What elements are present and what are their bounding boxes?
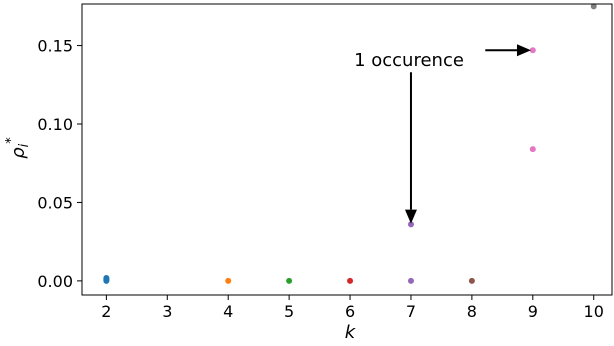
y-tick-label: 0.15 [37, 37, 73, 56]
annotation-arrow-head [516, 44, 531, 57]
y-axis-label-sup: * [4, 137, 19, 144]
annotation-arrows [404, 44, 531, 224]
x-ticks: 2 3 4 5 6 7 8 9 10 [101, 295, 604, 321]
data-point [103, 275, 110, 282]
x-tick-label: 5 [284, 302, 294, 321]
plot-frame [81, 3, 613, 296]
data-point [468, 277, 475, 284]
x-tick-label: 9 [528, 302, 538, 321]
x-axis-label: k [345, 322, 357, 343]
x-tick-label: 7 [406, 302, 416, 321]
data-point [407, 221, 414, 228]
data-point [529, 47, 536, 54]
y-axis-label-rho: ρ [8, 147, 29, 159]
x-tick-label: 3 [162, 302, 172, 321]
y-tick-label: 0.10 [37, 115, 73, 134]
y-ticks: 0.00 0.05 0.10 0.15 [37, 37, 82, 291]
data-point [407, 277, 414, 284]
y-tick-label: 0.00 [37, 272, 73, 291]
data-point [347, 277, 354, 284]
y-axis-label-sub: i [17, 143, 32, 147]
x-tick-label: 10 [584, 302, 604, 321]
x-tick-label: 2 [101, 302, 111, 321]
data-point [529, 146, 536, 153]
x-tick-label: 4 [223, 302, 233, 321]
data-point [225, 277, 232, 284]
data-point [590, 3, 597, 10]
y-axis-label: ρi* [4, 137, 32, 159]
y-tick-label: 0.05 [37, 193, 73, 212]
annotation-arrow-head [404, 209, 417, 224]
data-point [286, 277, 293, 284]
data-points [103, 3, 597, 284]
x-tick-label: 8 [467, 302, 477, 321]
annotation-label: 1 occurence [354, 50, 464, 71]
x-tick-label: 6 [345, 302, 355, 321]
svg-text:ρi*: ρi* [4, 137, 32, 159]
